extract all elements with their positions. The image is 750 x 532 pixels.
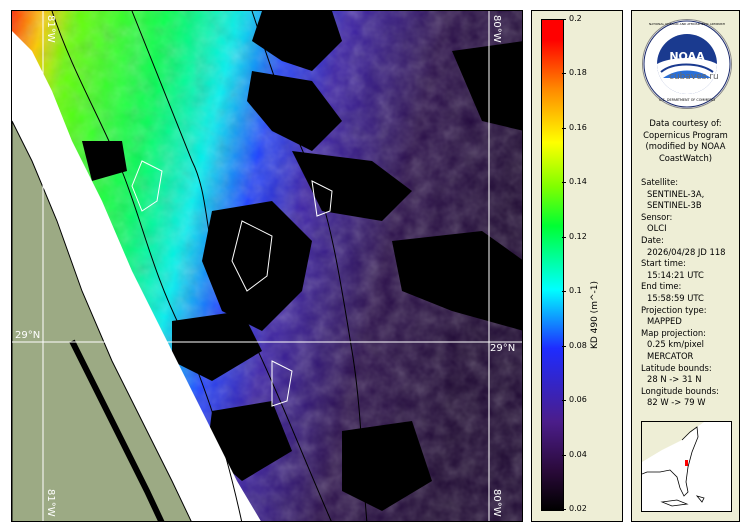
lon-label-top-right: 80°W [491,15,502,43]
inset-region-marker [685,460,688,466]
colorbar-tick-label: 0.08 [569,340,587,350]
colorbar-tick-mark [562,291,566,293]
colorbar-tick-label: 0.1 [569,286,582,296]
metadata-value: MERCATOR [647,350,694,361]
colorbar-tick-label: 0.12 [569,231,587,241]
metadata-label: Projection type: [641,304,707,315]
colorbar-title: KD 490 (m^-1) [590,281,600,350]
metadata-fields: Satellite: SENTINEL-3A, SENTINEL-3B Sensor:… [641,177,737,409]
colorbar-tick-mark [562,182,566,184]
metadata-value: 82 W -> 79 W [647,397,706,408]
metadata-value: 0.25 km/pixel [647,339,704,350]
colorbar-tick-mark [562,345,566,347]
legend-panel: 0.2 0.18 0.16 0.14 0.12 0.1 0.08 0.06 0.04 0.02 K… [531,10,623,522]
metadata-value: MAPPED [647,316,682,327]
colorbar-tick-label: 0.06 [569,395,587,405]
metadata-value: SENTINEL-3B [647,200,702,211]
colorbar-tick-label: 0.16 [569,122,587,132]
metadata-value: SENTINEL-3A, [647,188,705,199]
lon-label-bottom-right: 80°W [491,489,502,517]
lat-label-right: 29°N [490,343,516,354]
metadata-label: End time: [641,281,682,292]
metadata-label: Latitude bounds: [641,362,712,373]
metadata-label: Start time: [641,258,686,269]
courtesy-line: (modified by NOAA [645,141,726,152]
colorbar [541,19,564,511]
lat-label-left: 29°N [15,330,41,341]
metadata-label: Longitude bounds: [641,385,719,396]
metadata-value: OLCI [647,223,667,234]
metadata-value: 15:14:21 UTC [647,269,704,280]
info-panel: NOAA cubaves.ru NATIONAL OCEANIC AND ATM… [631,10,740,522]
colorbar-tick-label: 0.18 [569,68,587,78]
metadata-label: Satellite: [641,177,679,187]
noaa-logo: NOAA cubaves.ru NATIONAL OCEANIC AND ATM… [642,19,732,109]
courtesy-line: Copernicus Program [643,129,728,140]
lon-label-bottom-left: 81°W [45,489,56,517]
courtesy-line: CoastWatch) [658,152,713,163]
data-courtesy: Data courtesy of: Copernicus Program (modi… [632,118,739,164]
locator-inset-map [641,421,732,512]
coastal-white-band [12,31,261,521]
logo-watermark: cubaves.ru [669,72,719,82]
logo-center-text: NOAA [669,50,705,63]
logo-ring-top: NATIONAL OCEANIC AND ATMOSPHERIC ADMINIS… [649,22,725,26]
colorbar-tick-label: 0.04 [569,449,587,459]
metadata-label: Sensor: [641,211,673,222]
metadata-label: Map projection: [641,327,706,338]
metadata-label: Date: [641,234,664,245]
colorbar-tick-mark [562,400,566,402]
colorbar-tick-mark [562,454,566,456]
metadata-value: 28 N -> 31 N [647,374,702,385]
map-image [12,11,522,521]
logo-ring-bottom: U.S. DEPARTMENT OF COMMERCE [659,98,715,102]
courtesy-line: Data courtesy of: [649,118,722,128]
metadata-value: 15:58:59 UTC [647,292,704,303]
colorbar-tick-label: 0.14 [569,177,587,187]
land-mass [12,120,192,521]
colorbar-tick-mark [562,19,566,20]
map-panel[interactable]: 81°W 80°W 81°W 80°W 29°N 29°N [11,10,523,522]
colorbar-tick-label: 0.2 [569,14,582,23]
colorbar-tick-mark [562,236,566,238]
colorbar-tick-mark [562,509,566,510]
colorbar-tick-mark [562,127,566,129]
colorbar-tick-label: 0.02 [569,504,587,513]
metadata-value: 2026/04/28 JD 118 [647,246,726,257]
colorbar-tick-mark [562,73,566,75]
lon-label-top-left: 81°W [45,15,56,43]
graticule [12,11,522,521]
